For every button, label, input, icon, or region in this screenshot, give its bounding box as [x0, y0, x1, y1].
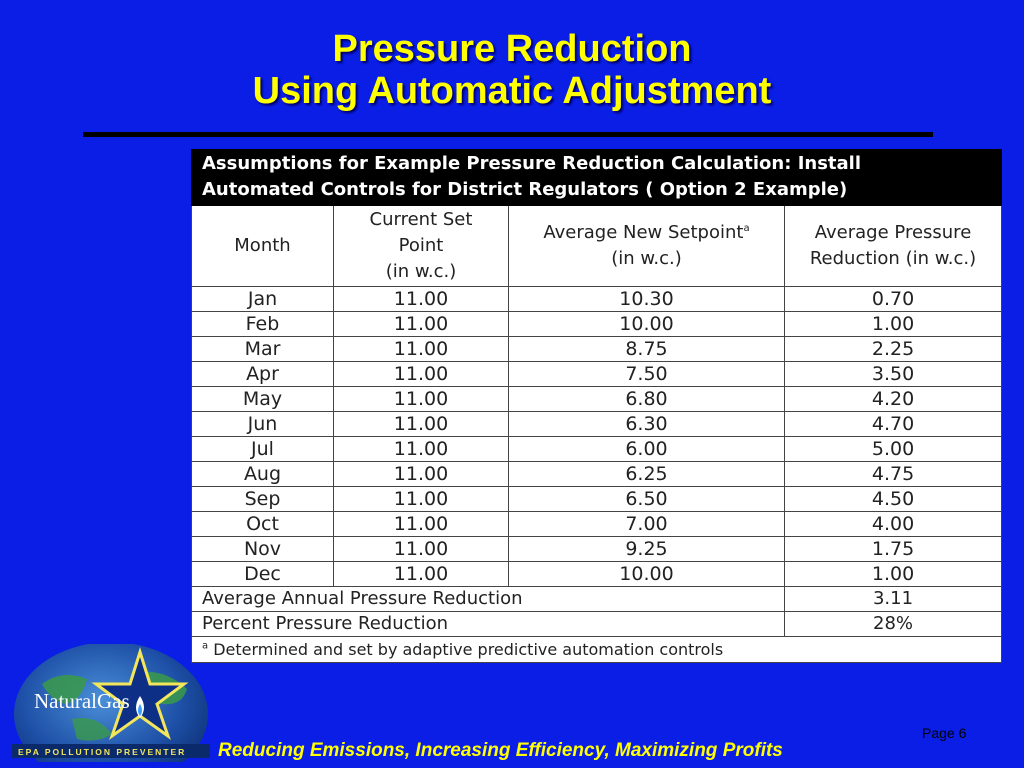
table-row: Jun 11.00 6.30 4.70: [191, 411, 1003, 437]
header-new-line-1: Average New Setpoint: [543, 222, 744, 243]
average-label: Average Annual Pressure Reduction: [191, 586, 785, 612]
header-average-new-setpoint: Average New Setpointa (in w.c.): [508, 205, 785, 287]
table-row: Oct 11.00 7.00 4.00: [191, 511, 1003, 537]
pressure-reduction-cell: 4.20: [783, 386, 1003, 412]
current-set-point-cell: 11.00: [333, 536, 509, 562]
new-setpoint-cell: 10.00: [508, 311, 785, 337]
table-body: Jan 11.00 10.30 0.70 Feb 11.00 10.00 1.00 Mar 11.…: [191, 286, 1003, 587]
slide-title-line-1: Pressure Reduction: [332, 28, 692, 70]
pressure-reduction-cell: 2.25: [783, 336, 1003, 362]
footnote-marker: a: [202, 640, 209, 652]
current-set-point-cell: 11.00: [333, 411, 509, 437]
slide-title-line-2: Using Automatic Adjustment: [252, 70, 772, 112]
column-header-row: Month Current Set Point (in w.c.) Averag…: [191, 205, 1003, 287]
header-current-set-point: Current Set Point (in w.c.): [333, 205, 509, 287]
table-row: Feb 11.00 10.00 1.00: [191, 311, 1003, 337]
pressure-reduction-cell: 4.50: [783, 486, 1003, 512]
header-new-superscript: a: [743, 223, 750, 234]
current-set-point-cell: 11.00: [333, 436, 509, 462]
pressure-reduction-cell: 0.70: [783, 286, 1003, 312]
assumptions-table-container: Assumptions for Example Pressure Reducti…: [190, 149, 1003, 663]
month-cell: Apr: [191, 361, 334, 387]
header-month-label: Month: [234, 235, 291, 256]
assumptions-table: Assumptions for Example Pressure Reducti…: [190, 149, 1003, 663]
table-row: Sep 11.00 6.50 4.50: [191, 486, 1003, 512]
month-cell: Sep: [191, 486, 334, 512]
percent-row: Percent Pressure Reduction 28%: [191, 611, 1003, 637]
table-row: Aug 11.00 6.25 4.75: [191, 461, 1003, 487]
pressure-reduction-cell: 4.75: [783, 461, 1003, 487]
current-set-point-cell: 11.00: [333, 461, 509, 487]
month-cell: Jan: [191, 286, 334, 312]
header-average-pressure-reduction: Average Pressure Reduction (in w.c.): [783, 205, 1003, 287]
current-set-point-cell: 11.00: [333, 511, 509, 537]
table-caption-line-2: Automated Controls for District Regulato…: [202, 179, 848, 200]
table-row: Jan 11.00 10.30 0.70: [191, 286, 1003, 312]
table-row: Dec 11.00 10.00 1.00: [191, 561, 1003, 587]
header-month: Month: [191, 205, 334, 287]
new-setpoint-cell: 7.50: [508, 361, 785, 387]
month-cell: Dec: [191, 561, 334, 587]
footnote-text: Determined and set by adaptive predictiv…: [208, 640, 724, 659]
new-setpoint-cell: 6.30: [508, 411, 785, 437]
header-new-line-2: (in w.c.): [611, 248, 682, 269]
table-caption: Assumptions for Example Pressure Reducti…: [190, 149, 1003, 206]
slide-footer-tagline: Reducing Emissions, Increasing Efficienc…: [218, 740, 783, 761]
month-cell: Feb: [191, 311, 334, 337]
month-cell: Oct: [191, 511, 334, 537]
month-cell: Mar: [191, 336, 334, 362]
header-reduction-line-1: Average Pressure: [814, 222, 972, 243]
header-current-line-3: (in w.c.): [385, 261, 457, 282]
month-cell: Jul: [191, 436, 334, 462]
header-current-line-1: Current Set: [369, 209, 473, 230]
natural-gas-logo: NaturalGas EPA POLLUTION PREVENTER: [12, 642, 210, 768]
table-row: May 11.00 6.80 4.20: [191, 386, 1003, 412]
footnote: a Determined and set by adaptive predict…: [190, 636, 1003, 663]
pressure-reduction-cell: 1.00: [783, 311, 1003, 337]
header-current-line-2: Point: [398, 235, 444, 256]
new-setpoint-cell: 6.80: [508, 386, 785, 412]
month-cell: May: [191, 386, 334, 412]
current-set-point-cell: 11.00: [333, 486, 509, 512]
slide-title: Pressure Reduction Using Automatic Adjus…: [0, 28, 1024, 112]
new-setpoint-cell: 6.25: [508, 461, 785, 487]
new-setpoint-cell: 9.25: [508, 536, 785, 562]
new-setpoint-cell: 7.00: [508, 511, 785, 537]
new-setpoint-cell: 10.30: [508, 286, 785, 312]
logo-subtitle: EPA POLLUTION PREVENTER: [18, 747, 186, 757]
new-setpoint-cell: 6.00: [508, 436, 785, 462]
logo-text: NaturalGas: [34, 689, 130, 713]
table-row: Mar 11.00 8.75 2.25: [191, 336, 1003, 362]
current-set-point-cell: 11.00: [333, 311, 509, 337]
pressure-reduction-cell: 1.00: [783, 561, 1003, 587]
table-row: Nov 11.00 9.25 1.75: [191, 536, 1003, 562]
new-setpoint-cell: 10.00: [508, 561, 785, 587]
new-setpoint-cell: 8.75: [508, 336, 785, 362]
month-cell: Jun: [191, 411, 334, 437]
current-set-point-cell: 11.00: [333, 361, 509, 387]
table-row: Jul 11.00 6.00 5.00: [191, 436, 1003, 462]
percent-value: 28%: [783, 611, 1003, 637]
current-set-point-cell: 11.00: [333, 561, 509, 587]
new-setpoint-cell: 6.50: [508, 486, 785, 512]
current-set-point-cell: 11.00: [333, 286, 509, 312]
pressure-reduction-cell: 4.70: [783, 411, 1003, 437]
percent-label: Percent Pressure Reduction: [191, 611, 785, 637]
table-caption-line-1: Assumptions for Example Pressure Reducti…: [202, 153, 862, 174]
page-number: Page 6: [922, 725, 967, 741]
title-divider: [83, 132, 933, 137]
pressure-reduction-cell: 1.75: [783, 536, 1003, 562]
pressure-reduction-cell: 4.00: [783, 511, 1003, 537]
pressure-reduction-cell: 5.00: [783, 436, 1003, 462]
current-set-point-cell: 11.00: [333, 386, 509, 412]
current-set-point-cell: 11.00: [333, 336, 509, 362]
month-cell: Nov: [191, 536, 334, 562]
pressure-reduction-cell: 3.50: [783, 361, 1003, 387]
footnote-row: a Determined and set by adaptive predict…: [190, 636, 1003, 663]
average-value: 3.11: [783, 586, 1003, 612]
table-row: Apr 11.00 7.50 3.50: [191, 361, 1003, 387]
header-reduction-line-2: Reduction (in w.c.): [809, 248, 977, 269]
month-cell: Aug: [191, 461, 334, 487]
average-row: Average Annual Pressure Reduction 3.11: [191, 586, 1003, 612]
